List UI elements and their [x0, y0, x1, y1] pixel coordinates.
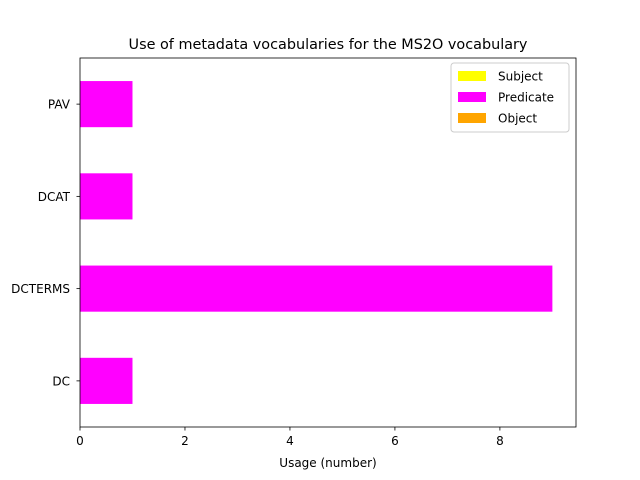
- y-tick-label: DCAT: [38, 190, 71, 204]
- legend-swatch-object: [458, 113, 486, 123]
- y-axis: DC DCTERMS DCAT PAV: [11, 98, 80, 388]
- bar-dc-predicate: [80, 357, 133, 404]
- x-tick-label: 6: [391, 434, 399, 448]
- chart-title: Use of metadata vocabularies for the MS2…: [129, 37, 528, 53]
- y-tick-label: DC: [52, 374, 70, 388]
- x-tick-label: 8: [496, 434, 504, 448]
- bars-layer: [80, 81, 553, 404]
- legend-label-object: Object: [498, 112, 537, 126]
- bar-dcat-predicate: [80, 173, 133, 220]
- legend-label-predicate: Predicate: [498, 91, 554, 105]
- x-tick-label: 0: [76, 434, 84, 448]
- x-tick-label: 2: [181, 434, 189, 448]
- y-tick-label: PAV: [48, 98, 71, 112]
- plot-frame: [79, 57, 577, 428]
- legend: Subject Predicate Object: [450, 62, 570, 133]
- x-axis: 0 2 4 6 8: [76, 427, 504, 448]
- y-tick-label: DCTERMS: [11, 282, 70, 296]
- x-tick-label: 4: [286, 434, 294, 448]
- legend-swatch-predicate: [458, 92, 486, 102]
- bar-pav-predicate: [80, 81, 133, 128]
- x-axis-label: Usage (number): [279, 456, 376, 470]
- bar-dcterms-predicate: [80, 265, 553, 312]
- legend-label-subject: Subject: [498, 70, 543, 84]
- legend-swatch-subject: [458, 71, 486, 81]
